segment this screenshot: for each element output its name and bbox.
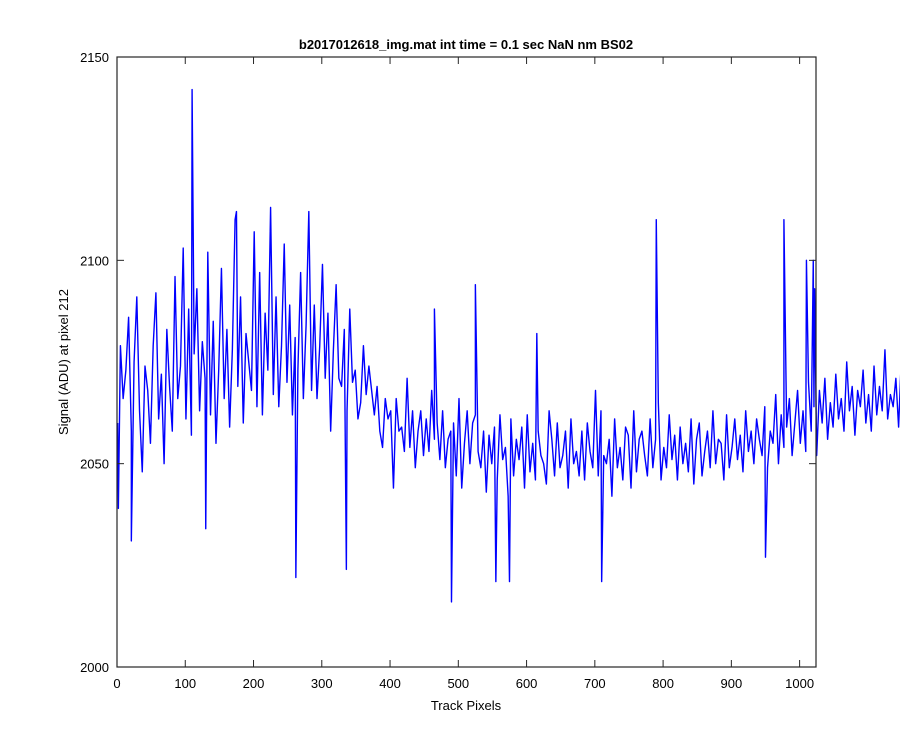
plot-area — [117, 57, 816, 667]
series-line — [116, 88, 900, 603]
y-tick-label: 2000 — [80, 660, 109, 675]
x-tick-label: 600 — [516, 676, 538, 691]
y-axis: 2000 2050 2100 2150 — [80, 50, 816, 675]
x-tick-label: 200 — [243, 676, 265, 691]
x-axis-label: Track Pixels — [431, 698, 502, 713]
x-tick-label: 0 — [113, 676, 120, 691]
y-tick-label: 2050 — [80, 457, 109, 472]
x-tick-label: 900 — [721, 676, 743, 691]
x-tick-label: 500 — [447, 676, 469, 691]
series-layer — [116, 88, 900, 603]
x-axis: 0 100 200 300 400 500 600 700 800 900 1000 — [113, 57, 814, 691]
x-tick-label: 100 — [174, 676, 196, 691]
x-tick-label: 700 — [584, 676, 606, 691]
x-tick-label: 400 — [379, 676, 401, 691]
axes-box — [116, 56, 817, 668]
x-tick-label: 300 — [311, 676, 333, 691]
x-tick-label: 800 — [652, 676, 674, 691]
chart-title: b2017012618_img.mat int time = 0.1 sec N… — [299, 37, 633, 52]
x-tick-label: 1000 — [785, 676, 814, 691]
y-axis-label: Signal (ADU) at pixel 212 — [56, 289, 71, 435]
y-tick-label: 2100 — [80, 253, 109, 268]
y-tick-label: 2150 — [80, 50, 109, 65]
